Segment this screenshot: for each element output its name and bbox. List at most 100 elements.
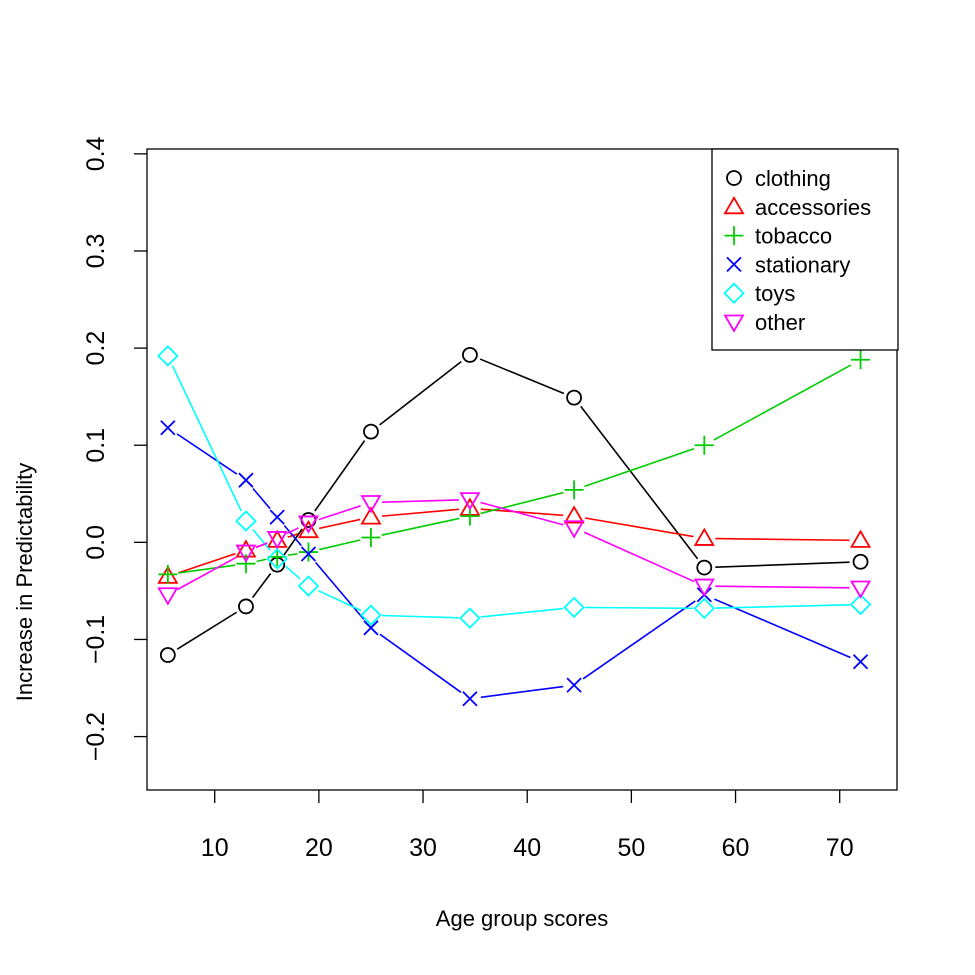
series-line-segment [714, 598, 851, 659]
series-line-segment [715, 603, 850, 609]
data-point [238, 472, 254, 488]
data-point [459, 607, 481, 629]
data-point [459, 492, 481, 511]
legend-label: other [755, 310, 805, 335]
data-point [297, 515, 320, 534]
series-line-segment [251, 573, 272, 599]
data-point [693, 597, 716, 620]
y-tick-label: −0.1 [82, 615, 110, 664]
series-line-segment [713, 364, 852, 441]
data-point [563, 505, 585, 524]
series-line-segment [585, 606, 694, 610]
legend-marker [726, 170, 742, 186]
data-point [360, 495, 382, 514]
y-tick-label: 0.4 [82, 136, 110, 171]
data-point [297, 519, 320, 539]
series-line-segment [479, 358, 565, 395]
data-point [297, 575, 320, 597]
legend: clothing accessories tobacco stationary toys… [711, 148, 899, 351]
legend-item-stationary: stationary [726, 252, 850, 277]
series-line-segment [314, 440, 366, 512]
data-point [300, 546, 317, 562]
legend-marker [723, 196, 745, 215]
legend-item-other: other [723, 310, 805, 335]
series-clothing [159, 346, 869, 663]
series-line-segment [379, 633, 462, 693]
x-tick-label: 60 [722, 834, 750, 862]
series-line-segment [176, 433, 238, 475]
data-point [462, 691, 478, 707]
legend-marker [723, 282, 745, 304]
data-point [851, 350, 871, 370]
axes-group: 10 20 30 40 50 60 70 −0.2 −0.1 0.0 0.1 0.2 0.3 0.4 [82, 136, 854, 862]
data-point [852, 553, 869, 570]
x-tick-label: 50 [617, 834, 645, 862]
data-point [238, 598, 254, 615]
legend-item-tobacco: tobacco [724, 224, 832, 249]
series-line-segment [284, 565, 301, 580]
data-point [266, 548, 288, 570]
y-axis-title: Increase in Predictability [12, 463, 37, 701]
data-point [564, 480, 584, 500]
data-point [693, 527, 715, 546]
series-stationary [160, 420, 869, 707]
series-line-segment [584, 517, 694, 538]
series-line-segment [381, 499, 459, 503]
y-tick-label: −0.2 [82, 712, 110, 761]
series-line-segment [176, 611, 238, 650]
data-point [160, 420, 176, 436]
series-line-segment [583, 531, 695, 583]
plot-frame [146, 148, 898, 791]
data-point [694, 435, 714, 455]
series-other [157, 492, 872, 606]
y-tick-label: 0.2 [82, 331, 110, 366]
data-point [849, 529, 872, 548]
data-point [849, 593, 872, 616]
data-point [563, 596, 585, 619]
data-point [235, 544, 257, 563]
series-toys [157, 345, 872, 629]
series-line-segment [252, 488, 271, 510]
series-line-segment [252, 528, 271, 551]
data-point [363, 620, 379, 636]
series-line-segment [178, 564, 236, 574]
series-line-segment [178, 552, 236, 574]
series-tobacco [158, 350, 871, 584]
data-point [157, 587, 179, 606]
series-line-segment [715, 537, 850, 542]
legend-item-accessories: accessories [723, 195, 871, 220]
data-point [563, 520, 585, 539]
series-line-segment [381, 614, 459, 619]
series-line-segment [319, 518, 361, 530]
legend-label: stationary [755, 252, 850, 277]
legend-item-toys: toys [723, 281, 795, 306]
legend-label: toys [755, 281, 795, 306]
series-line-segment [314, 561, 365, 620]
data-point [696, 559, 713, 576]
y-tick-label: 0.1 [82, 428, 110, 463]
legend-item-clothing: clothing [726, 166, 831, 191]
y-tick-label: 0.0 [82, 525, 110, 560]
series-line-segment [715, 561, 850, 568]
legend-label: clothing [755, 166, 831, 191]
x-tick-label: 20 [305, 834, 333, 862]
data-point [363, 423, 379, 440]
data-point [157, 345, 179, 367]
data-point [693, 578, 715, 597]
x-tick-label: 30 [409, 834, 437, 862]
series-line-segment [318, 539, 361, 551]
y-tick-label: 0.3 [82, 234, 110, 269]
data-point [360, 506, 382, 525]
data-point [266, 531, 288, 550]
data-point [852, 654, 869, 670]
data-point [566, 389, 582, 406]
series-line-segment [381, 508, 460, 517]
data-point [360, 604, 382, 626]
series-group [157, 345, 872, 707]
data-point [235, 510, 257, 532]
legend-label: tobacco [755, 224, 832, 249]
series-line-segment [286, 527, 299, 535]
